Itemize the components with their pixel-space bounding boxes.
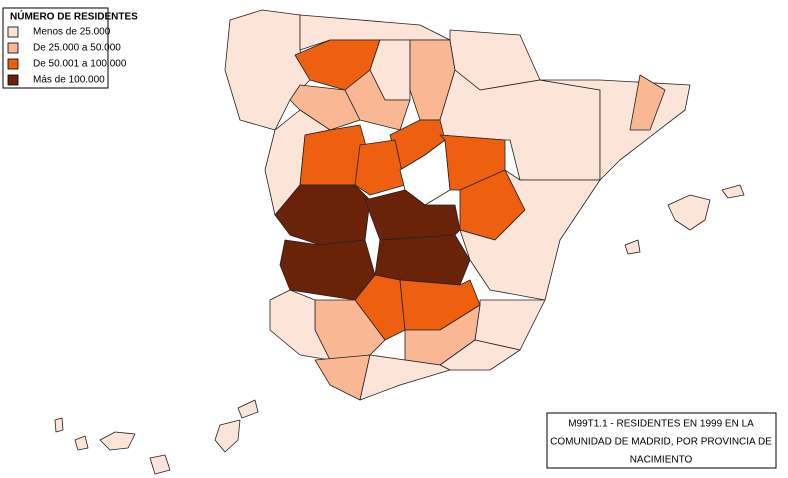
legend-swatch (7, 58, 19, 70)
province (237, 399, 259, 419)
province (149, 454, 171, 475)
caption (546, 412, 777, 469)
legend-label: De 25.000 a 50.000 (33, 43, 121, 54)
caption-line: NACIMIENTO (630, 455, 693, 466)
province (629, 74, 666, 131)
caption-line: COMUNIDAD DE MADRID, POR PROVINCIA DE (550, 437, 772, 448)
province (439, 339, 521, 371)
province (279, 239, 376, 301)
province (624, 239, 641, 255)
caption-line: M99T1.1 - RESIDENTES EN 1999 EN LA (568, 419, 754, 430)
province (354, 139, 406, 196)
province (269, 289, 331, 361)
province (359, 354, 451, 401)
province (214, 419, 241, 453)
legend-label: Menos de 25.000 (33, 27, 111, 38)
province (721, 184, 745, 199)
legend-box (2, 7, 109, 89)
legend-swatch (7, 26, 19, 38)
province (364, 189, 461, 241)
caption-lines: M99T1.1 - RESIDENTES EN 1999 EN LA COMUNI… (550, 419, 772, 466)
legend-swatch (7, 74, 19, 86)
legend: NÚMERO DE RESIDENTES (2, 7, 138, 89)
province (344, 69, 411, 131)
province (74, 435, 89, 451)
legend-title: NÚMERO DE RESIDENTES (10, 10, 138, 23)
caption-box (546, 412, 777, 469)
province (54, 417, 64, 433)
legend-items: Menos de 25.000 De 25.000 a 50.000 De 50.0… (7, 26, 127, 86)
province (274, 184, 371, 246)
legend-label: De 50.001 a 100.000 (33, 59, 127, 70)
legend-swatch (7, 42, 19, 54)
legend-label: Más de 100.000 (33, 75, 105, 86)
provinces (54, 9, 745, 475)
province (667, 194, 711, 231)
province (459, 169, 601, 301)
province (99, 431, 136, 451)
